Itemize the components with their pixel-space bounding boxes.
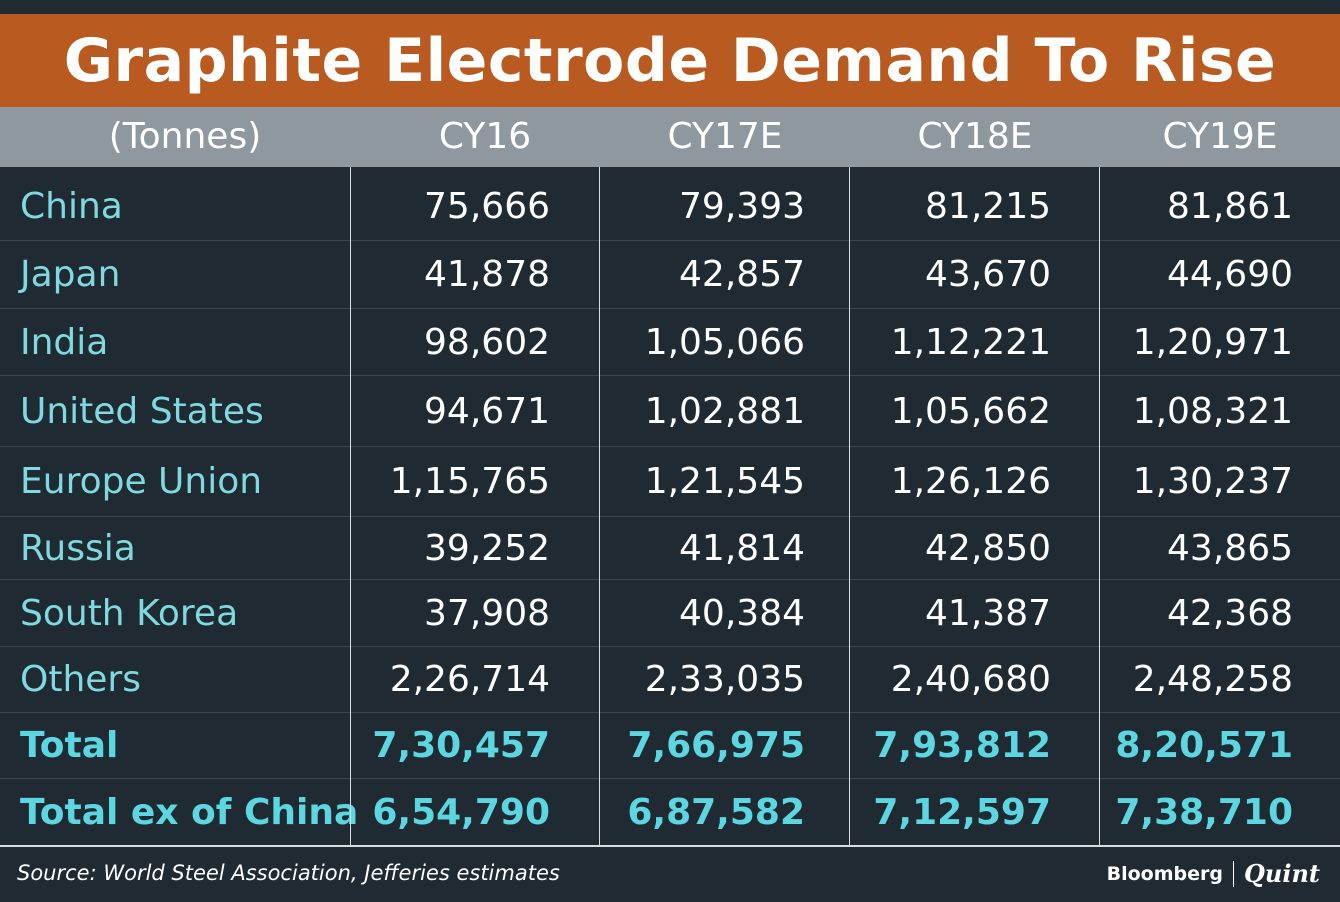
row-value: 37,908 bbox=[424, 592, 550, 634]
row-label: Total ex of China bbox=[20, 791, 359, 833]
row-value: 2,40,680 bbox=[890, 659, 1051, 700]
table-row: India 98,602 1,05,066 1,12,221 1,20,971 bbox=[0, 309, 1340, 376]
row-value: 81,861 bbox=[1167, 185, 1293, 227]
row-value: 2,33,035 bbox=[644, 659, 805, 700]
brand-logo: Bloomberg Quint bbox=[1107, 859, 1320, 888]
row-value: 1,05,066 bbox=[644, 321, 805, 363]
row-value: 42,857 bbox=[679, 254, 805, 295]
row-value: 1,21,545 bbox=[644, 461, 805, 502]
row-label: Europe Union bbox=[20, 461, 263, 502]
column-divider bbox=[849, 167, 850, 845]
brand-secondary: Quint bbox=[1243, 859, 1320, 888]
row-label: Others bbox=[20, 659, 141, 700]
row-value: 41,387 bbox=[925, 592, 1051, 634]
row-value: 7,12,597 bbox=[873, 791, 1051, 833]
table-row: Total 7,30,457 7,66,975 7,93,812 8,20,571 bbox=[0, 713, 1340, 779]
header-cy17e: CY17E bbox=[667, 116, 783, 157]
row-value: 7,93,812 bbox=[873, 725, 1051, 766]
footer-divider bbox=[0, 845, 1340, 847]
row-label: India bbox=[20, 321, 109, 363]
row-value: 41,878 bbox=[424, 254, 550, 295]
row-value: 6,87,582 bbox=[627, 791, 805, 833]
row-value: 98,602 bbox=[424, 321, 550, 363]
row-label: United States bbox=[20, 390, 264, 432]
row-label: China bbox=[20, 185, 123, 227]
row-value: 7,30,457 bbox=[372, 725, 550, 766]
row-value: 42,850 bbox=[925, 527, 1051, 569]
title-banner: Graphite Electrode Demand To Rise bbox=[0, 14, 1340, 107]
row-value: 6,54,790 bbox=[372, 791, 550, 833]
column-divider bbox=[599, 167, 600, 845]
table-row: Russia 39,252 41,814 42,850 43,865 bbox=[0, 517, 1340, 580]
row-value: 1,26,126 bbox=[890, 461, 1051, 502]
row-value: 7,66,975 bbox=[627, 725, 805, 766]
row-label: South Korea bbox=[20, 592, 239, 634]
brand-separator bbox=[1232, 860, 1234, 887]
header-cy16: CY16 bbox=[438, 116, 532, 157]
table-row: United States 94,671 1,02,881 1,05,662 1,08,… bbox=[0, 376, 1340, 447]
source-note: Source: World Steel Association, Jefferi… bbox=[17, 861, 560, 885]
row-value: 81,215 bbox=[925, 185, 1051, 227]
table-row: Total ex of China 6,54,790 6,87,582 7,12,59… bbox=[0, 779, 1340, 845]
top-strip bbox=[0, 0, 1340, 14]
row-value: 2,48,258 bbox=[1132, 659, 1293, 700]
row-value: 1,12,221 bbox=[890, 321, 1051, 363]
row-value: 43,865 bbox=[1167, 527, 1293, 569]
row-value: 79,393 bbox=[679, 185, 805, 227]
row-value: 1,15,765 bbox=[389, 461, 550, 502]
row-value: 1,20,971 bbox=[1132, 321, 1293, 363]
row-value: 1,30,237 bbox=[1132, 461, 1293, 502]
table-row: South Korea 37,908 40,384 41,387 42,368 bbox=[0, 580, 1340, 647]
row-value: 43,670 bbox=[925, 254, 1051, 295]
row-value: 7,38,710 bbox=[1115, 791, 1293, 833]
row-value: 8,20,571 bbox=[1115, 725, 1293, 766]
table-row: Japan 41,878 42,857 43,670 44,690 bbox=[0, 241, 1340, 309]
table-header-row: (Tonnes) CY16 CY17E CY18E CY19E bbox=[0, 107, 1340, 167]
row-label: Russia bbox=[20, 527, 136, 569]
footer: Source: World Steel Association, Jefferi… bbox=[0, 845, 1340, 902]
row-value: 39,252 bbox=[424, 527, 550, 569]
row-value: 44,690 bbox=[1167, 254, 1293, 295]
header-unit: (Tonnes) bbox=[108, 116, 262, 157]
row-value: 2,26,714 bbox=[389, 659, 550, 700]
row-value: 1,05,662 bbox=[890, 390, 1051, 432]
table-row: Others 2,26,714 2,33,035 2,40,680 2,48,258 bbox=[0, 647, 1340, 713]
row-value: 94,671 bbox=[424, 390, 550, 432]
table-row: China 75,666 79,393 81,215 81,861 bbox=[0, 172, 1340, 241]
header-cy18e: CY18E bbox=[917, 116, 1033, 157]
row-value: 40,384 bbox=[679, 592, 805, 634]
row-value: 1,02,881 bbox=[644, 390, 805, 432]
page-title: Graphite Electrode Demand To Rise bbox=[63, 25, 1277, 96]
header-cy19e: CY19E bbox=[1162, 116, 1278, 157]
row-value: 75,666 bbox=[424, 185, 550, 227]
table-row: Europe Union 1,15,765 1,21,545 1,26,126 1,30… bbox=[0, 447, 1340, 517]
row-value: 41,814 bbox=[679, 527, 805, 569]
brand-primary: Bloomberg bbox=[1106, 862, 1223, 885]
row-label: Total bbox=[20, 725, 119, 766]
row-label: Japan bbox=[20, 254, 121, 295]
column-divider bbox=[350, 167, 351, 845]
row-value: 1,08,321 bbox=[1132, 390, 1293, 432]
column-divider bbox=[1099, 167, 1100, 845]
row-value: 42,368 bbox=[1167, 592, 1293, 634]
